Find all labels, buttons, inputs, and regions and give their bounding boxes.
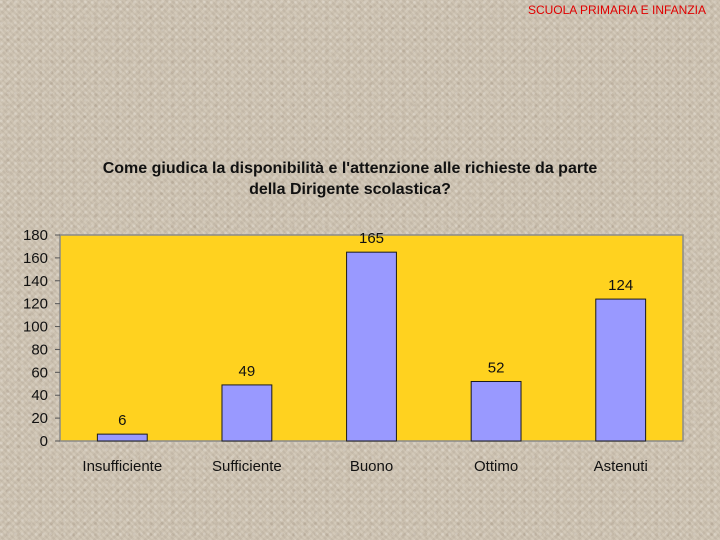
bar-astenuti [595, 298, 647, 442]
y-tick-label: 0 [40, 433, 48, 450]
bar-ottimo [470, 380, 522, 442]
header-label: SCUOLA PRIMARIA E INFANZIA [527, 3, 706, 17]
y-tick-label: 120 [23, 296, 48, 313]
x-tick-label: Insufficiente [82, 458, 162, 475]
y-tick-label: 140 [23, 273, 48, 290]
x-tick-label: Astenuti [594, 458, 648, 475]
data-label: 124 [608, 277, 633, 294]
y-tick-label: 40 [31, 387, 48, 404]
y-tick-label: 160 [23, 250, 48, 267]
data-label: 49 [239, 363, 256, 380]
data-label: 6 [118, 412, 126, 429]
bar-insufficiente [96, 433, 148, 442]
bar-sufficiente [221, 384, 273, 442]
x-tick-label: Ottimo [474, 458, 518, 475]
x-tick-label: Sufficiente [212, 458, 282, 475]
y-tick-label: 100 [23, 319, 48, 336]
x-tick-label: Buono [350, 458, 393, 475]
y-tick-label: 60 [31, 364, 48, 381]
chart-title-line-2: della Dirigente scolastica? [249, 181, 451, 198]
y-tick-label: 20 [31, 410, 48, 427]
data-label: 52 [488, 359, 505, 376]
y-tick-label: 180 [23, 227, 48, 244]
bar-buono [346, 251, 397, 442]
data-label: 165 [359, 230, 384, 247]
chart-title: Come giudica la disponibilità e l'attenz… [60, 158, 640, 200]
chart-title-line-1: Come giudica la disponibilità e l'attenz… [102, 160, 598, 177]
y-tick-label: 80 [31, 341, 48, 358]
